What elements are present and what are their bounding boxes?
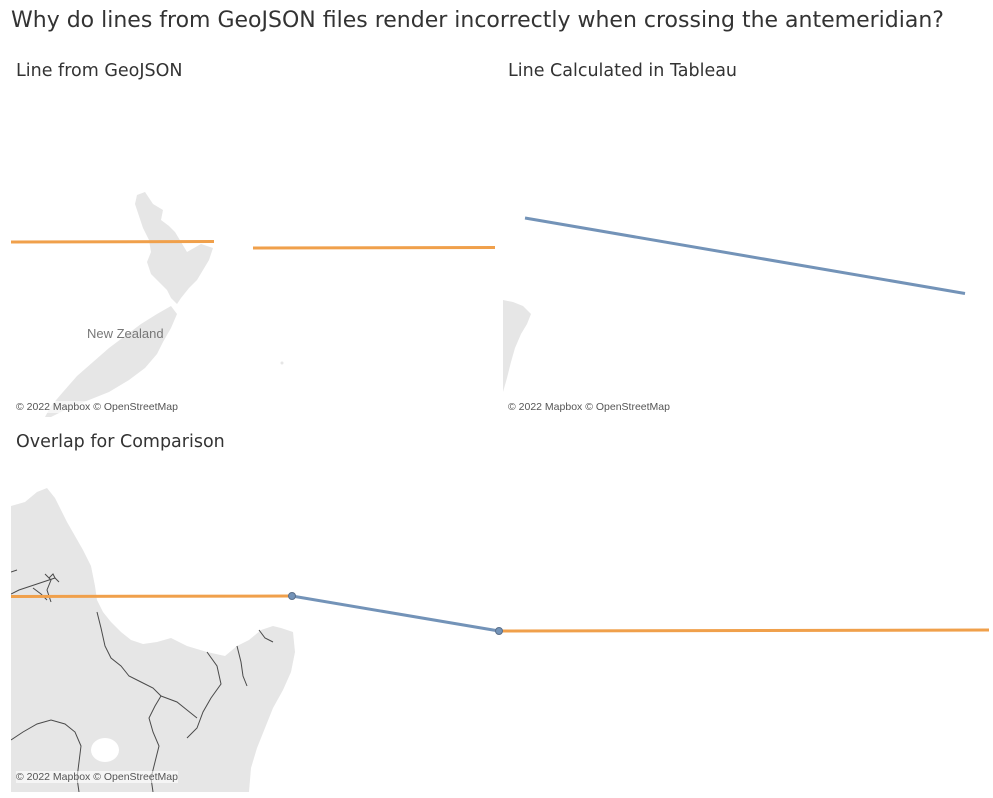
map-overlap[interactable]: © 2022 Mapbox © OpenStreetMap	[11, 462, 989, 792]
islet	[280, 361, 284, 365]
north-island-landmass	[11, 488, 295, 792]
geojson-line-west-segment	[11, 240, 215, 244]
coastline-landmass	[503, 300, 531, 392]
map-geojson-canvas	[11, 192, 496, 417]
panel-title-geojson: Line from GeoJSON	[16, 61, 183, 81]
map-geojson[interactable]: New Zealand © 2022 Mapbox © OpenStreetMa…	[11, 92, 496, 417]
map-overlap-canvas	[11, 488, 989, 792]
map-attribution[interactable]: © 2022 Mapbox © OpenStreetMap	[508, 401, 670, 413]
geojson-line-west-segment	[11, 594, 293, 598]
north-island-landmass	[135, 192, 213, 304]
place-label-new-zealand: New Zealand	[87, 326, 164, 341]
line-endpoint-marker[interactable]	[495, 627, 503, 635]
tableau-line	[291, 594, 500, 633]
regional-boundaries	[11, 569, 274, 792]
map-attribution[interactable]: © 2022 Mapbox © OpenStreetMap	[16, 771, 178, 783]
lake	[91, 738, 119, 762]
panel-title-overlap: Overlap for Comparison	[16, 432, 225, 452]
geojson-line-east-segment	[252, 246, 496, 250]
map-tableau[interactable]: © 2022 Mapbox © OpenStreetMap	[503, 92, 988, 417]
south-island-landmass	[45, 306, 177, 417]
panel-title-tableau: Line Calculated in Tableau	[508, 61, 738, 81]
geojson-line-east-segment	[498, 628, 989, 633]
line-endpoint-marker[interactable]	[288, 592, 296, 600]
tableau-line	[524, 216, 966, 295]
page-title: Why do lines from GeoJSON files render i…	[11, 8, 944, 33]
map-tableau-canvas	[503, 216, 966, 392]
map-attribution[interactable]: © 2022 Mapbox © OpenStreetMap	[16, 401, 178, 413]
